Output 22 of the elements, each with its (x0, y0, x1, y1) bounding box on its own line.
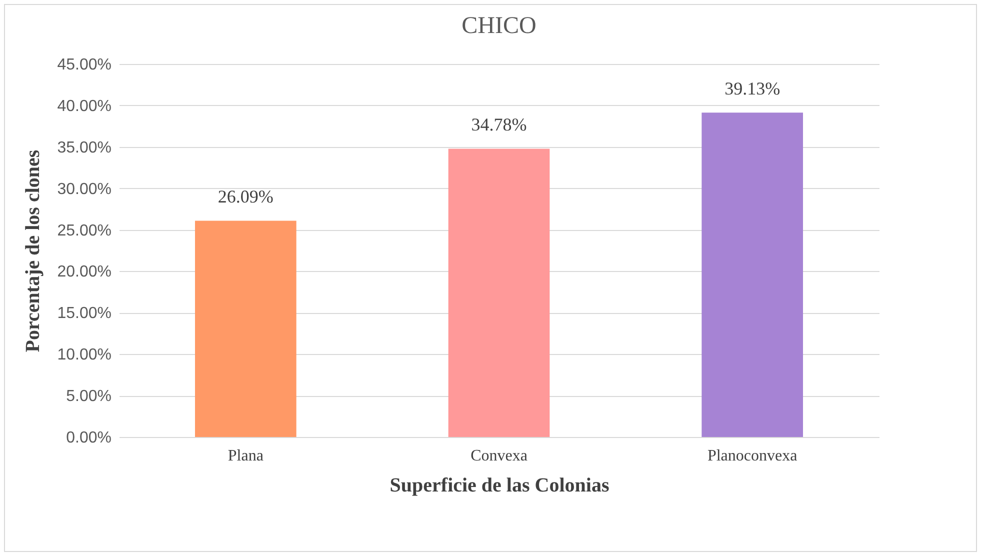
chart-title: CHICO (462, 13, 536, 39)
y-tick-label: 35.00% (57, 139, 112, 156)
bar (195, 220, 296, 437)
y-axis-title: Porcentaje de los clones (22, 150, 44, 352)
y-tick-label: 45.00% (57, 56, 112, 74)
y-tick-label: 0.00% (66, 430, 112, 446)
y-tick-label: 15.00% (57, 305, 112, 322)
data-label: 34.78% (471, 114, 527, 135)
bar (702, 112, 803, 437)
y-tick-label: 40.00% (57, 98, 112, 115)
data-label: 39.13% (724, 78, 780, 99)
y-tick-label: 10.00% (57, 346, 112, 364)
x-tick-label: Planoconvexa (707, 448, 798, 464)
bar (448, 148, 550, 437)
x-tick-label: Convexa (470, 448, 528, 464)
y-tick-label: 30.00% (57, 180, 112, 198)
data-label: 26.09% (218, 186, 274, 207)
x-axis-title: Superficie de las Colonias (390, 474, 610, 496)
y-tick-label: 20.00% (57, 264, 112, 281)
x-tick-label: Plana (228, 448, 264, 464)
y-tick-label: 25.00% (57, 222, 112, 240)
y-tick-label: 5.00% (66, 388, 112, 406)
